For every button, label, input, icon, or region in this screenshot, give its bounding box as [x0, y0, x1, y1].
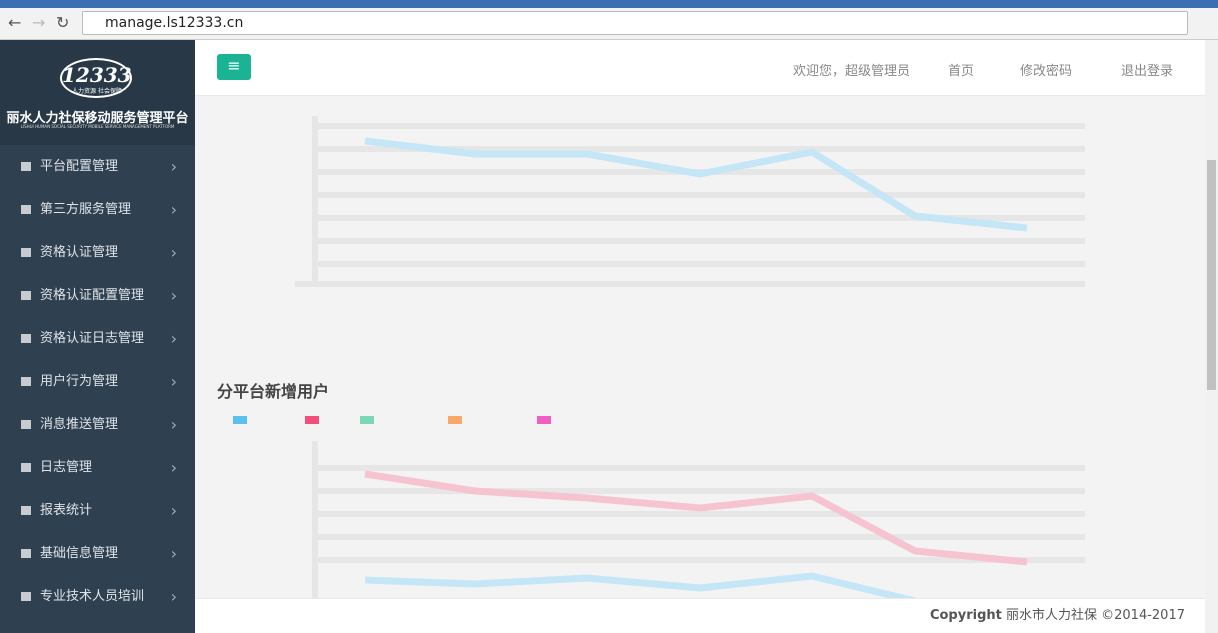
menu-item[interactable]: 用户行为管理	[0, 360, 195, 403]
footer-text: 丽水市人力社保 ©2014-2017	[1006, 608, 1185, 623]
address-bar[interactable]: manage.ls12333.cn	[82, 11, 1188, 35]
footer: Copyright 丽水市人力社保 ©2014-2017	[195, 598, 1205, 633]
tab-strip	[0, 0, 1218, 8]
menu-item[interactable]: 专业技术人员培训	[0, 575, 195, 618]
menu-item[interactable]: 日志管理	[0, 446, 195, 489]
chart-line	[364, 137, 1028, 232]
blurred-charts	[233, 116, 1085, 598]
scrollbar[interactable]	[1205, 40, 1218, 633]
password-link[interactable]: 修改密码	[1020, 64, 1073, 79]
reload-button[interactable]: ↻	[56, 13, 70, 32]
platform-name-en: LISHUI HUMAN SOCIAL SECURITY MOBILE SERV…	[20, 124, 175, 129]
menu-item[interactable]: 基础信息管理	[0, 532, 195, 575]
logo-number: 12333	[60, 58, 132, 98]
menu-item[interactable]: 平台配置管理	[0, 145, 195, 188]
top-bar: ≡ 欢迎您，超级管理员 首页 修改密码 退出登录	[195, 40, 1218, 96]
logo-slogan: 人力资源 社会保障	[72, 88, 122, 95]
menu-item[interactable]: 消息推送管理	[0, 403, 195, 446]
back-button[interactable]: ←	[8, 13, 22, 32]
section-title: 分平台新增用户	[217, 382, 330, 401]
browser-chrome: ← → ↻ manage.ls12333.cn	[0, 0, 1218, 40]
menu-item[interactable]: 资格认证管理	[0, 231, 195, 274]
menu-toggle[interactable]: ≡	[217, 54, 251, 80]
legend-swatches	[233, 416, 551, 424]
sidebar: 12333 人力资源 社会保障 丽水人力社保移动服务管理平台 LISHUI HU…	[0, 40, 195, 633]
menu-item[interactable]: 报表统计	[0, 489, 195, 532]
menu: 平台配置管理第三方服务管理资格认证管理资格认证配置管理资格认证日志管理用户行为管…	[0, 145, 195, 618]
home-link[interactable]: 首页	[948, 64, 975, 79]
chart-line	[364, 470, 1028, 566]
welcome: 欢迎您，超级管理员	[793, 64, 911, 79]
scroll-thumb[interactable]	[1207, 160, 1216, 390]
copyright: Copyright	[929, 608, 1002, 623]
menu-item[interactable]: 资格认证日志管理	[0, 317, 195, 360]
forward-button[interactable]: →	[32, 13, 46, 32]
menu-item[interactable]: 资格认证配置管理	[0, 274, 195, 317]
chart-line	[364, 572, 916, 598]
menu-item[interactable]: 第三方服务管理	[0, 188, 195, 231]
platform-name: 丽水人力社保移动服务管理平台	[6, 111, 189, 126]
logo: 12333 人力资源 社会保障 丽水人力社保移动服务管理平台 LISHUI HU…	[0, 40, 195, 145]
chart-grid	[295, 116, 1085, 598]
logout-link[interactable]: 退出登录	[1121, 64, 1174, 79]
